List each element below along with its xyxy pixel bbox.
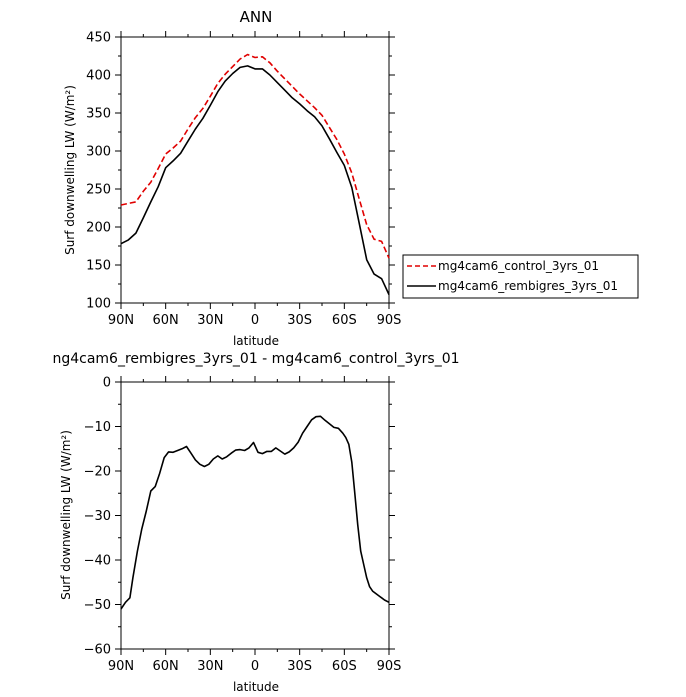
chart-top: ANN 100 150 200 250 300 350 400 450 90N 60N 30N 0 3… xyxy=(63,8,401,348)
y-tick-label: −10 xyxy=(84,420,111,435)
x-tick-label: 90N xyxy=(108,313,134,328)
x-tick-label: 90N xyxy=(108,659,134,674)
x-tick-label: 60N xyxy=(153,659,179,674)
x-tick-label: 30S xyxy=(287,659,312,674)
x-tick-label: 0 xyxy=(251,659,259,674)
legend-control-label: mg4cam6_control_3yrs_01 xyxy=(438,259,599,273)
x-tick-label: 90S xyxy=(377,313,402,328)
chart-bottom-xlabel: latitude xyxy=(233,680,279,694)
y-tick-label: 300 xyxy=(86,145,111,160)
chart-top-xlabel: latitude xyxy=(233,334,279,348)
series-line-1 xyxy=(120,65,390,295)
chart-top-x-axis: 90N 60N 30N 0 30S 60S 90S xyxy=(108,31,402,328)
y-tick-label: −60 xyxy=(84,643,111,658)
y-tick-label: 200 xyxy=(86,221,111,236)
y-tick-label: 0 xyxy=(103,376,111,391)
y-tick-label: 150 xyxy=(86,259,111,274)
y-tick-label: 100 xyxy=(86,297,111,312)
chart-top-y-axis: 100 150 200 250 300 350 400 450 xyxy=(86,31,395,312)
chart-top-ylabel: Surf downwelling LW (W/m²) xyxy=(63,85,77,255)
y-tick-label: 350 xyxy=(86,107,111,122)
chart-top-series xyxy=(120,53,390,295)
series-line-0 xyxy=(120,53,390,259)
chart-top-title: ANN xyxy=(240,8,273,26)
series-line-0 xyxy=(120,415,390,610)
y-tick-label: 250 xyxy=(86,183,111,198)
chart-bottom-title: ng4cam6_rembigres_3yrs_01 - mg4cam6_cont… xyxy=(52,351,459,367)
y-tick-label: 450 xyxy=(86,31,111,46)
x-tick-label: 60N xyxy=(153,313,179,328)
legend: mg4cam6_control_3yrs_01 mg4cam6_rembigre… xyxy=(402,254,639,299)
x-tick-label: 60S xyxy=(332,313,357,328)
x-tick-label: 30N xyxy=(197,659,223,674)
x-tick-label: 30S xyxy=(287,313,312,328)
y-tick-label: −20 xyxy=(84,465,111,480)
x-tick-label: 90S xyxy=(377,659,402,674)
legend-box xyxy=(402,254,639,299)
chart-bottom-series xyxy=(120,415,390,610)
x-tick-label: 60S xyxy=(332,659,357,674)
y-tick-label: −40 xyxy=(84,554,111,569)
chart-bottom: ng4cam6_rembigres_3yrs_01 - mg4cam6_cont… xyxy=(52,351,459,694)
chart-top-plot-frame xyxy=(120,36,390,304)
y-tick-label: 400 xyxy=(86,69,111,84)
chart-bottom-plot-frame xyxy=(120,381,390,650)
chart-bottom-y-axis: 0 −10 −20 −30 −40 −50 −60 xyxy=(84,376,395,658)
y-tick-label: −50 xyxy=(84,598,111,613)
chart-bottom-x-axis: 90N 60N 30N 0 30S 60S 90S xyxy=(108,376,402,674)
y-tick-label: −30 xyxy=(84,509,111,524)
legend-rembigres-label: mg4cam6_rembigres_3yrs_01 xyxy=(438,279,618,293)
chart-bottom-ylabel: Surf downwelling LW (W/m²) xyxy=(59,430,73,600)
x-tick-label: 30N xyxy=(197,313,223,328)
x-tick-label: 0 xyxy=(251,313,259,328)
